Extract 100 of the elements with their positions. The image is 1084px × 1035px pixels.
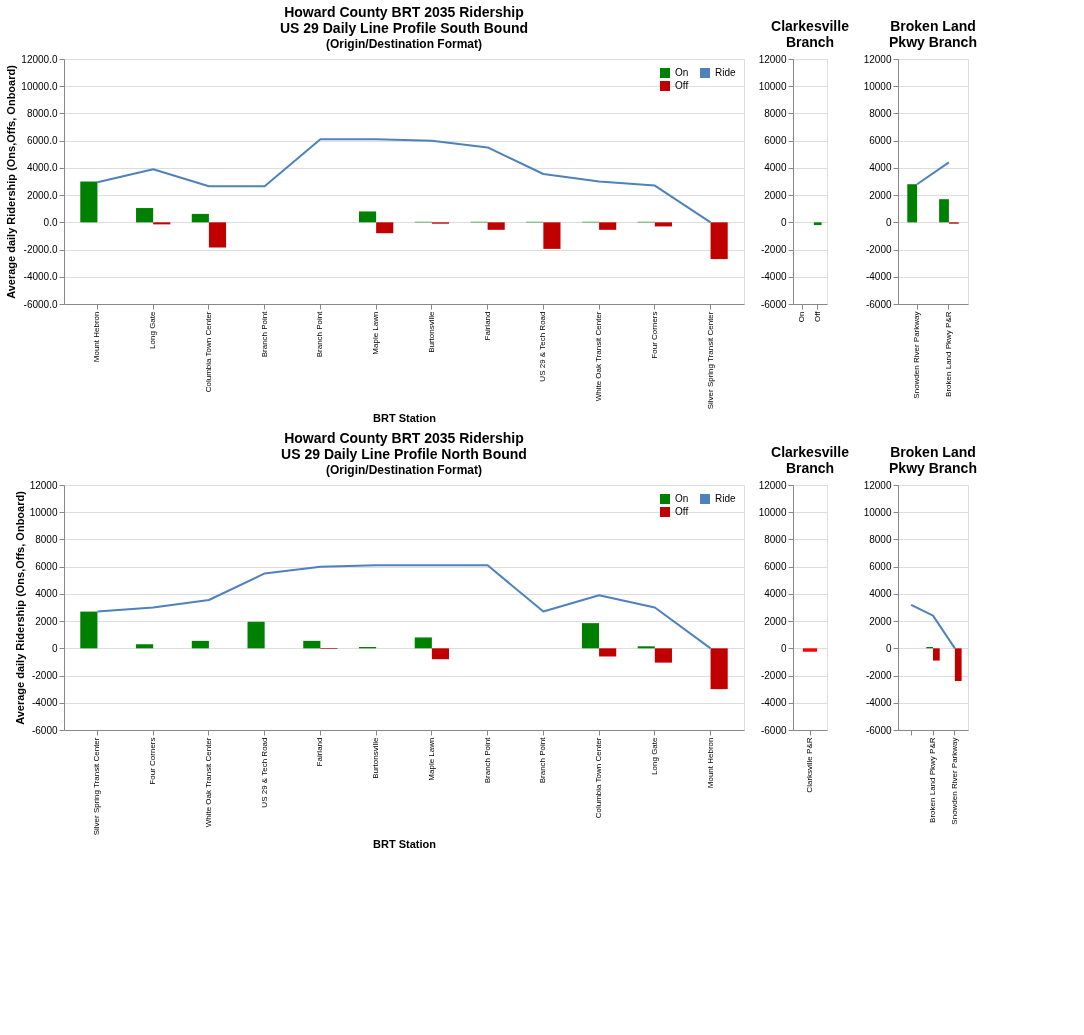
y-tick-label: -6000 — [760, 724, 787, 736]
y-tick-label: 10000 — [863, 506, 892, 518]
y-tick-label: 4000 — [35, 588, 58, 600]
y-axis-title: Average daily Ridership (Ons,Offs, Onboard) — [13, 490, 26, 725]
y-tick-label: 2000 — [764, 189, 787, 201]
bar — [80, 181, 98, 223]
bar — [710, 648, 728, 690]
x-tick-label: Four Corners — [649, 311, 659, 359]
bar — [80, 611, 98, 649]
bar — [431, 648, 450, 660]
bar — [136, 644, 154, 649]
legend-label: Ride — [715, 493, 736, 504]
y-tick-label: -4000.0 — [23, 271, 58, 283]
x-tick-label: Columbia Town Center — [203, 311, 213, 393]
x-tick-label: Long Gate — [148, 310, 158, 349]
x-tick-label: On — [797, 311, 807, 323]
x-tick-label: Branch Point — [482, 736, 492, 784]
bar — [153, 222, 171, 225]
y-tick-label: 6000 — [764, 135, 787, 147]
bar — [136, 208, 154, 223]
x-tick-label: Branch Point — [259, 310, 269, 358]
y-tick-label: 0 — [885, 216, 892, 228]
y-tick-label: -2000 — [865, 244, 892, 256]
x-tick-label: Burtonsville — [371, 736, 381, 779]
y-tick-label: 0 — [51, 642, 58, 654]
y-tick-label: -4000 — [760, 697, 787, 709]
y-tick-label: 4000 — [869, 588, 892, 600]
y-tick-label: 4000 — [869, 162, 892, 174]
y-tick-label: -6000 — [865, 724, 892, 736]
y-tick-label: 2000.0 — [26, 189, 58, 201]
x-tick-label: Columbia Town Center — [594, 737, 604, 819]
bar — [907, 184, 918, 223]
bar — [581, 623, 600, 649]
legend-label: Off — [675, 506, 689, 517]
x-tick-label: Silver Spring Transit Center — [92, 737, 102, 836]
bar — [710, 222, 728, 260]
y-tick-label: 6000 — [764, 561, 787, 573]
y-tick-label: -4000 — [31, 697, 58, 709]
chart-title: Clarkesville Branch — [771, 444, 850, 476]
y-tick-label: -2000 — [31, 670, 58, 682]
x-tick-label: Burtonsville — [426, 310, 436, 353]
x-tick-label: Off — [812, 310, 822, 323]
y-tick-label: -4000 — [865, 271, 892, 283]
legend-label: On — [675, 493, 689, 504]
chart-title: Broken Land Pkwy Branch — [889, 444, 977, 476]
y-tick-label: 8000.0 — [26, 107, 58, 119]
y-tick-label: 4000 — [764, 162, 787, 174]
y-tick-label: 10000 — [863, 80, 892, 92]
y-tick-label: 12000 — [758, 53, 787, 65]
x-tick-label: Mount Hebron — [92, 311, 102, 363]
bar — [191, 640, 209, 649]
y-tick-label: 8000 — [869, 107, 892, 119]
y-tick-label: 4000 — [764, 588, 787, 600]
y-tick-label: -2000.0 — [23, 244, 58, 256]
x-tick-label: White Oak Transit Center — [594, 311, 604, 402]
y-tick-label: 6000 — [869, 135, 892, 147]
x-tick-label: Snowden River Parkway — [949, 737, 959, 825]
x-tick-label: White Oak Transit Center — [203, 737, 213, 828]
bar — [543, 222, 561, 249]
y-tick-label: 2000 — [869, 189, 892, 201]
x-tick-label: Broken Land Pkwy P&R — [928, 737, 937, 823]
x-tick-label: Fairland — [315, 737, 325, 767]
bar — [599, 222, 617, 230]
y-tick-label: 0 — [780, 216, 787, 228]
y-tick-label: -2000 — [865, 670, 892, 682]
x-tick-label: Maple Lawn — [426, 737, 436, 781]
y-tick-label: 12000 — [863, 479, 892, 491]
x-tick-label: US 29 & Tech Road — [538, 311, 548, 382]
legend-label: Ride — [715, 67, 736, 78]
bar — [414, 637, 432, 649]
y-tick-label: 4000.0 — [26, 162, 58, 174]
y-tick-label: -6000 — [760, 298, 787, 310]
y-tick-label: 0 — [885, 642, 892, 654]
x-tick-label: Branch Point — [315, 310, 325, 358]
chart-title: Broken Land Pkwy Branch — [889, 18, 977, 50]
y-tick-label: 0 — [780, 642, 787, 654]
y-tick-label: 6000 — [35, 561, 58, 573]
y-tick-label: 8000 — [35, 533, 58, 545]
y-tick-label: -4000 — [760, 271, 787, 283]
bar — [654, 648, 672, 663]
y-tick-label: 10000 — [758, 80, 787, 92]
y-tick-label: -6000 — [31, 724, 58, 736]
y-tick-label: -6000 — [865, 298, 892, 310]
bar — [247, 621, 265, 649]
y-tick-label: 12000 — [29, 479, 58, 491]
y-tick-label: 2000 — [35, 615, 58, 627]
y-tick-label: 2000 — [869, 615, 892, 627]
x-tick-label: Clarksville P&R — [805, 737, 814, 793]
chart-subtitle: (Origin/Destination Format) — [326, 463, 482, 477]
bar — [358, 211, 377, 223]
y-tick-label: 10000.0 — [21, 80, 58, 92]
x-tick-label: US 29 & Tech Road — [259, 737, 269, 808]
legend-label: Off — [675, 80, 689, 91]
y-tick-label: 10000 — [29, 506, 58, 518]
y-tick-label: 8000 — [764, 533, 787, 545]
y-tick-label: -2000 — [760, 670, 787, 682]
y-tick-label: 10000 — [758, 506, 787, 518]
y-tick-label: 0.0 — [43, 216, 58, 228]
x-tick-label: Maple Lawn — [371, 311, 381, 355]
bar — [208, 222, 227, 248]
